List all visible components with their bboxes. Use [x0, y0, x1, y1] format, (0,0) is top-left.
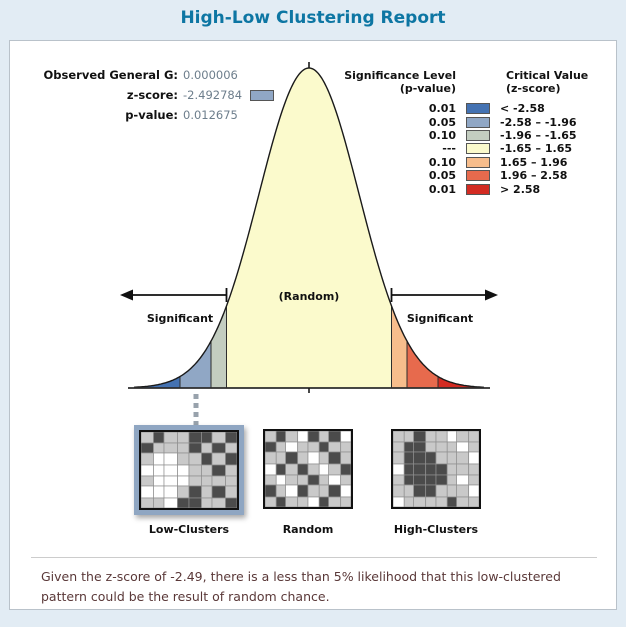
bell-curve-svg	[120, 62, 498, 427]
critical-value-subtitle: (z-score)	[506, 82, 561, 95]
page-title: High-Low Clustering Report	[180, 8, 446, 28]
random-thumb-label: Random	[282, 523, 334, 536]
legend-row: 0.01 < -2.58	[310, 102, 610, 115]
legend-p-value: 0.05	[428, 169, 456, 183]
significant-label-left: Significant	[146, 312, 214, 325]
critical-value-header: Critical Value (z-score)	[506, 69, 588, 95]
legend-p-value: 0.10	[428, 155, 456, 169]
critical-value-title: Critical Value	[506, 69, 589, 82]
z-score-band-swatch	[250, 89, 275, 101]
stats-block: Observed General G: 0.000006 z-score: -2…	[30, 65, 275, 125]
observed-general-g-value: 0.000006	[183, 68, 238, 82]
legend-headers: Significance Level (p-value) Critical Va…	[310, 69, 610, 95]
legend-z-range: 1.65 – 1.96	[500, 155, 568, 169]
significance-level-header: Significance Level (p-value)	[310, 69, 456, 95]
legend-swatch	[466, 170, 490, 182]
p-value-value: 0.012675	[183, 108, 238, 122]
legend-p-value: 0.10	[428, 128, 456, 142]
legend-p-value: 0.05	[428, 115, 456, 129]
legend-z-range: -1.65 – 1.65	[500, 142, 573, 156]
high-clusters-map	[393, 431, 479, 507]
legend-p-value: ---	[442, 142, 456, 156]
random-label: (Random)	[278, 290, 340, 303]
legend-swatch	[466, 143, 490, 155]
legend-rows: 0.01 < -2.58 0.05 -2.58 – -1.96 0.10 -1.…	[310, 102, 610, 196]
legend-block: Significance Level (p-value) Critical Va…	[310, 69, 610, 196]
legend-z-range: 1.96 – 2.58	[500, 169, 568, 183]
thumbnail-random	[263, 429, 353, 509]
random-map	[265, 431, 351, 507]
p-value-label: p-value:	[125, 108, 178, 122]
significant-label-right: Significant	[406, 312, 474, 325]
legend-swatch	[466, 129, 490, 141]
high-clusters-label: High-Clusters	[393, 523, 479, 536]
legend-swatch	[466, 103, 490, 115]
legend-row: 0.10 -1.96 – -1.65	[310, 129, 610, 142]
legend-swatch	[466, 183, 490, 195]
observed-general-g-row: Observed General G: 0.000006	[30, 65, 274, 85]
legend-row: 0.05 -2.58 – -1.96	[310, 115, 610, 129]
legend-z-range: -2.58 – -1.96	[500, 115, 577, 129]
summary-text: Given the z-score of -2.49, there is a l…	[41, 569, 561, 604]
z-score-value: -2.492784	[183, 88, 243, 102]
legend-z-range: > 2.58	[500, 182, 541, 196]
summary-divider	[31, 557, 597, 558]
z-score-label: z-score:	[126, 88, 178, 102]
legend-swatch	[466, 116, 490, 128]
thumbnail-high-clusters	[391, 429, 481, 509]
significance-level-title: Significance Level	[344, 69, 456, 82]
legend-z-range: < -2.58	[500, 102, 545, 116]
significance-level-subtitle: (p-value)	[399, 82, 456, 95]
low-clusters-map	[139, 430, 239, 510]
legend-row: --- -1.65 – 1.65	[310, 142, 610, 155]
z-score-row: z-score: -2.492784	[30, 85, 275, 105]
legend-row: 0.05 1.96 – 2.58	[310, 169, 610, 182]
legend-p-value: 0.01	[428, 182, 456, 196]
legend-row: 0.01 > 2.58	[310, 182, 610, 196]
thumbnail-low-clusters-selected	[134, 425, 244, 515]
low-clusters-label: Low-Clusters	[148, 523, 230, 536]
p-value-row: p-value: 0.012675	[30, 105, 274, 125]
legend-z-range: -1.96 – -1.65	[500, 128, 577, 142]
legend-p-value: 0.01	[428, 102, 456, 116]
legend-swatch	[466, 156, 490, 168]
legend-row: 0.10 1.65 – 1.96	[310, 156, 610, 169]
report-panel: Observed General G: 0.000006 z-score: -2…	[9, 40, 617, 610]
observed-general-g-label: Observed General G:	[43, 68, 179, 82]
